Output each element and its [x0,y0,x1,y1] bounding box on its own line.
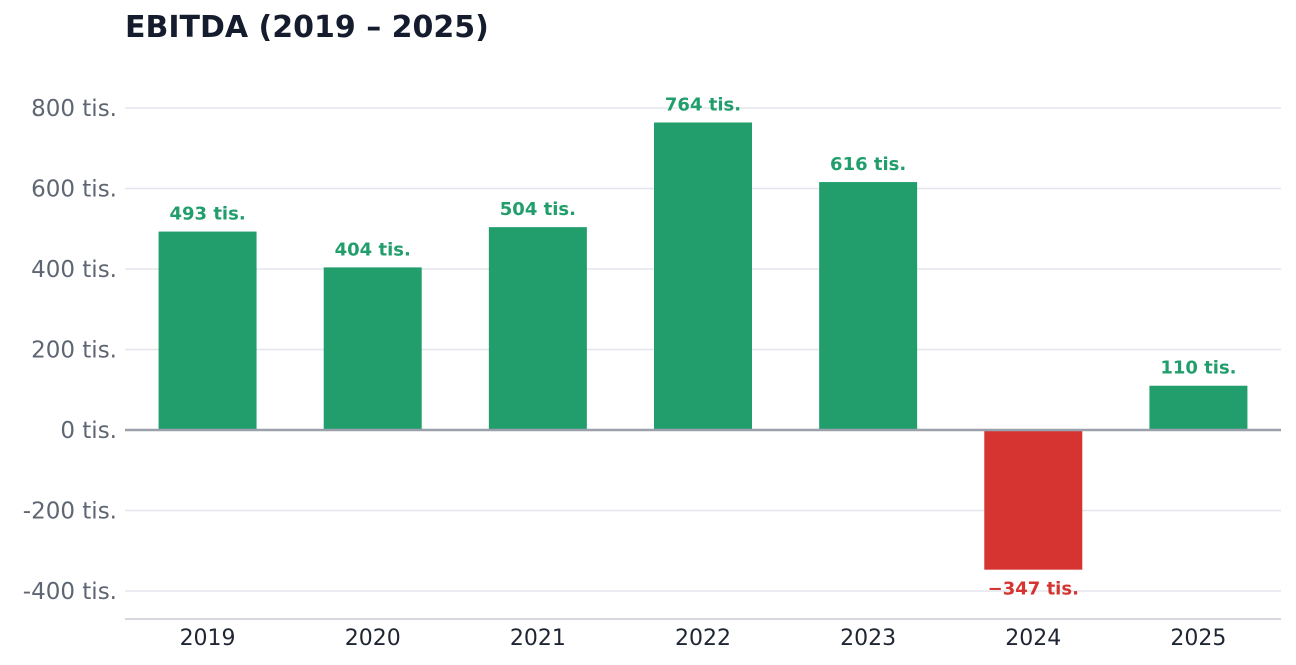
data-label: 616 tis. [830,154,906,175]
data-label: 764 tis. [665,94,741,115]
bars [158,122,1248,570]
y-tick-label: 200 tis. [31,338,117,364]
x-tick-label: 2025 [1170,626,1226,651]
y-tick-label: 600 tis. [31,177,117,203]
data-labels: 493 tis. 404 tis. 504 tis. 764 tis. 616 tis.… [169,94,1236,599]
y-tick-label: 0 tis. [60,418,117,444]
chart-title: EBITDA (2019 – 2025) [125,10,489,45]
data-label: 404 tis. [335,239,411,260]
x-tick-label: 2020 [345,626,401,651]
data-label: 504 tis. [500,199,576,220]
x-tick-label: 2019 [180,626,236,651]
data-label: 493 tis. [169,204,245,225]
y-axis-ticks: 800 tis. 600 tis. 400 tis. 200 tis. 0 tis. -2… [23,96,117,605]
bar-2019 [158,231,257,430]
x-tick-label: 2024 [1005,626,1061,651]
y-tick-label: -400 tis. [23,579,117,605]
y-tick-label: -200 tis. [23,499,117,525]
x-tick-label: 2023 [840,626,896,651]
x-tick-label: 2022 [675,626,731,651]
bar-2021 [488,227,587,430]
bar-2022 [654,122,752,431]
bar-2020 [323,267,422,430]
bar-2024 [984,430,1083,570]
data-label: −347 tis. [988,579,1079,600]
y-tick-label: 400 tis. [31,257,117,283]
y-tick-label: 800 tis. [31,96,117,122]
data-label: 110 tis. [1160,358,1236,379]
x-tick-label: 2021 [510,626,566,651]
bar-2023 [819,182,918,430]
x-axis-ticks: 2019 2020 2021 2022 2023 2024 2025 [180,626,1227,651]
bar-2025 [1149,385,1248,430]
